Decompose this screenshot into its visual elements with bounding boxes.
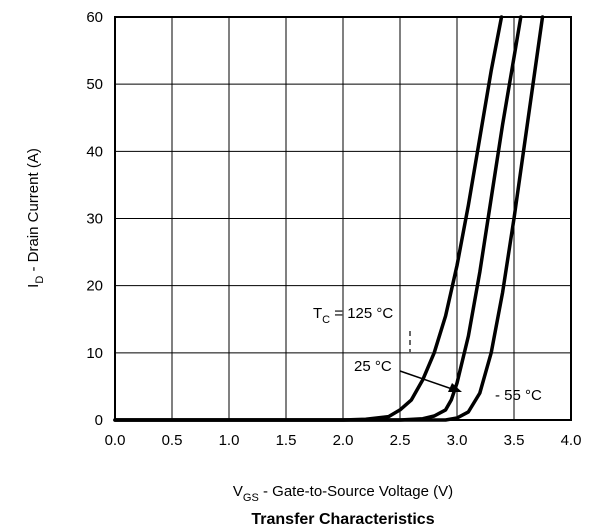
x-tick-label: 1.0 [219,432,240,449]
plot-frame [114,16,572,421]
x-tick-label: 2.5 [390,432,411,449]
series-layer [113,15,545,422]
x-tick-label: 3.5 [504,432,525,449]
y-tick-label: 60 [86,9,103,26]
y-tick-label: 20 [86,278,103,295]
x-tick-label: 2.0 [333,432,354,449]
y-tick-label: 30 [86,211,103,228]
annotation-25c-arrowhead [448,383,462,392]
ticks: 0.0 0.5 1.0 1.5 2.0 2.5 3.0 3.5 4.0 0 10 20 30 40 50 60 [86,9,581,449]
x-tick-label: 0.5 [162,432,183,449]
annotation-minus55c: - 55 °C [495,387,542,404]
x-axis-title: VGS - Gate-to-Source Voltage (V) [233,483,453,504]
annotation-25c: 25 °C [354,358,392,375]
x-tick-label: 0.0 [105,432,126,449]
y-tick-label: 0 [95,412,103,429]
series-line-minus55c [113,15,545,422]
x-tick-label: 3.0 [447,432,468,449]
y-tick-label: 10 [86,345,103,362]
y-tick-label: 40 [86,143,103,160]
chart-title: Transfer Characteristics [251,511,434,528]
x-tick-label: 1.5 [276,432,297,449]
y-axis-title: ID - Drain Current (A) [25,148,46,288]
grid [114,16,572,421]
annotation-125c: TC = 125 °C [313,305,393,326]
x-tick-label: 4.0 [561,432,582,449]
y-tick-label: 50 [86,76,103,93]
annotation-25c-arrow [399,370,456,391]
